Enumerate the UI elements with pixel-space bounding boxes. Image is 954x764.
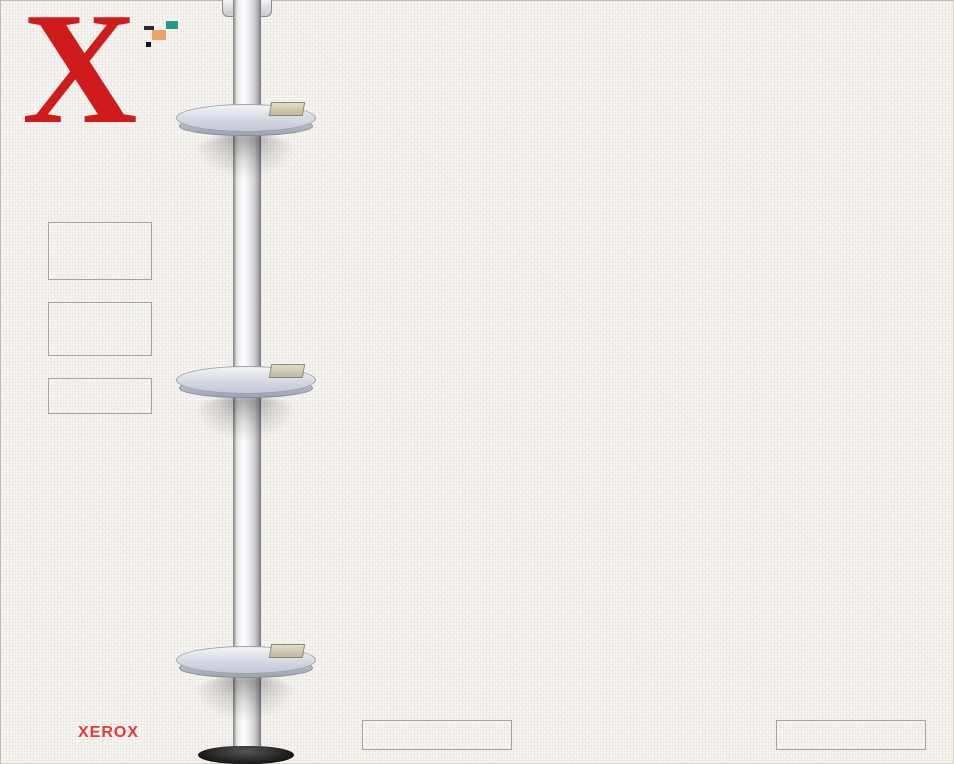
logo-pixel-mark (144, 18, 184, 58)
shelf-shadow (190, 676, 300, 722)
left-nav-box-3[interactable] (48, 378, 152, 414)
footer-box-1[interactable] (362, 720, 512, 750)
logo-pixel (152, 30, 166, 40)
logo-pixel (146, 42, 151, 47)
shelf-shadow (190, 134, 300, 180)
pole-shelf-2 (176, 366, 314, 426)
pole-shelf-3 (176, 646, 314, 706)
logo-pixel (166, 21, 178, 29)
shelf-tab (269, 364, 305, 378)
shelf-tab (269, 644, 305, 658)
pole-base (198, 746, 294, 764)
xerox-logo: X (28, 12, 168, 140)
pole-shelf-1 (176, 104, 314, 164)
left-nav-box-2[interactable] (48, 302, 152, 356)
shelf-shadow (190, 396, 300, 442)
logo-letter: X (22, 4, 132, 132)
left-nav-box-1[interactable] (48, 222, 152, 280)
footer-box-2[interactable] (776, 720, 926, 750)
shelf-tab (269, 102, 305, 116)
footer-brand-text: XEROX (78, 724, 139, 742)
